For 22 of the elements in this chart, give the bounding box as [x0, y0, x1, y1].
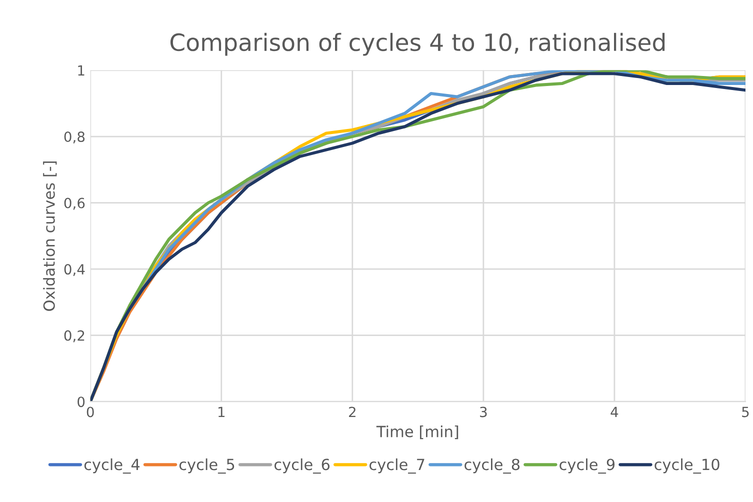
- chart-title: Comparison of cycles 4 to 10, rationalised: [170, 32, 665, 56]
- x-tick-label: 5: [742, 406, 749, 418]
- legend-label: cycle_9: [560, 458, 615, 474]
- legend-label: cycle_5: [179, 458, 234, 474]
- y-axis-title: Oxidation curves [-]: [43, 161, 57, 311]
- x-tick-label: 4: [610, 406, 618, 418]
- x-tick-label: 2: [349, 406, 356, 418]
- y-tick-label: 1: [78, 65, 84, 76]
- legend-label: cycle_6: [274, 458, 330, 474]
- y-tick-label: 0: [78, 396, 85, 408]
- x-tick-label: 1: [218, 406, 225, 418]
- legend-label: cycle_8: [464, 458, 520, 474]
- legend-label: cycle_10: [654, 458, 720, 474]
- x-tick-label: 0: [86, 406, 94, 418]
- x-axis-title: Time [min]: [376, 425, 458, 440]
- x-tick-label: 3: [480, 406, 487, 418]
- legend-label: cycle_4: [84, 458, 140, 474]
- y-tick-label: 0,6: [64, 198, 85, 210]
- y-tick-label: 0,8: [64, 132, 85, 144]
- y-tick-label: 0,2: [64, 330, 84, 342]
- y-tick-label: 0,4: [64, 264, 85, 276]
- legend-label: cycle_7: [370, 458, 424, 474]
